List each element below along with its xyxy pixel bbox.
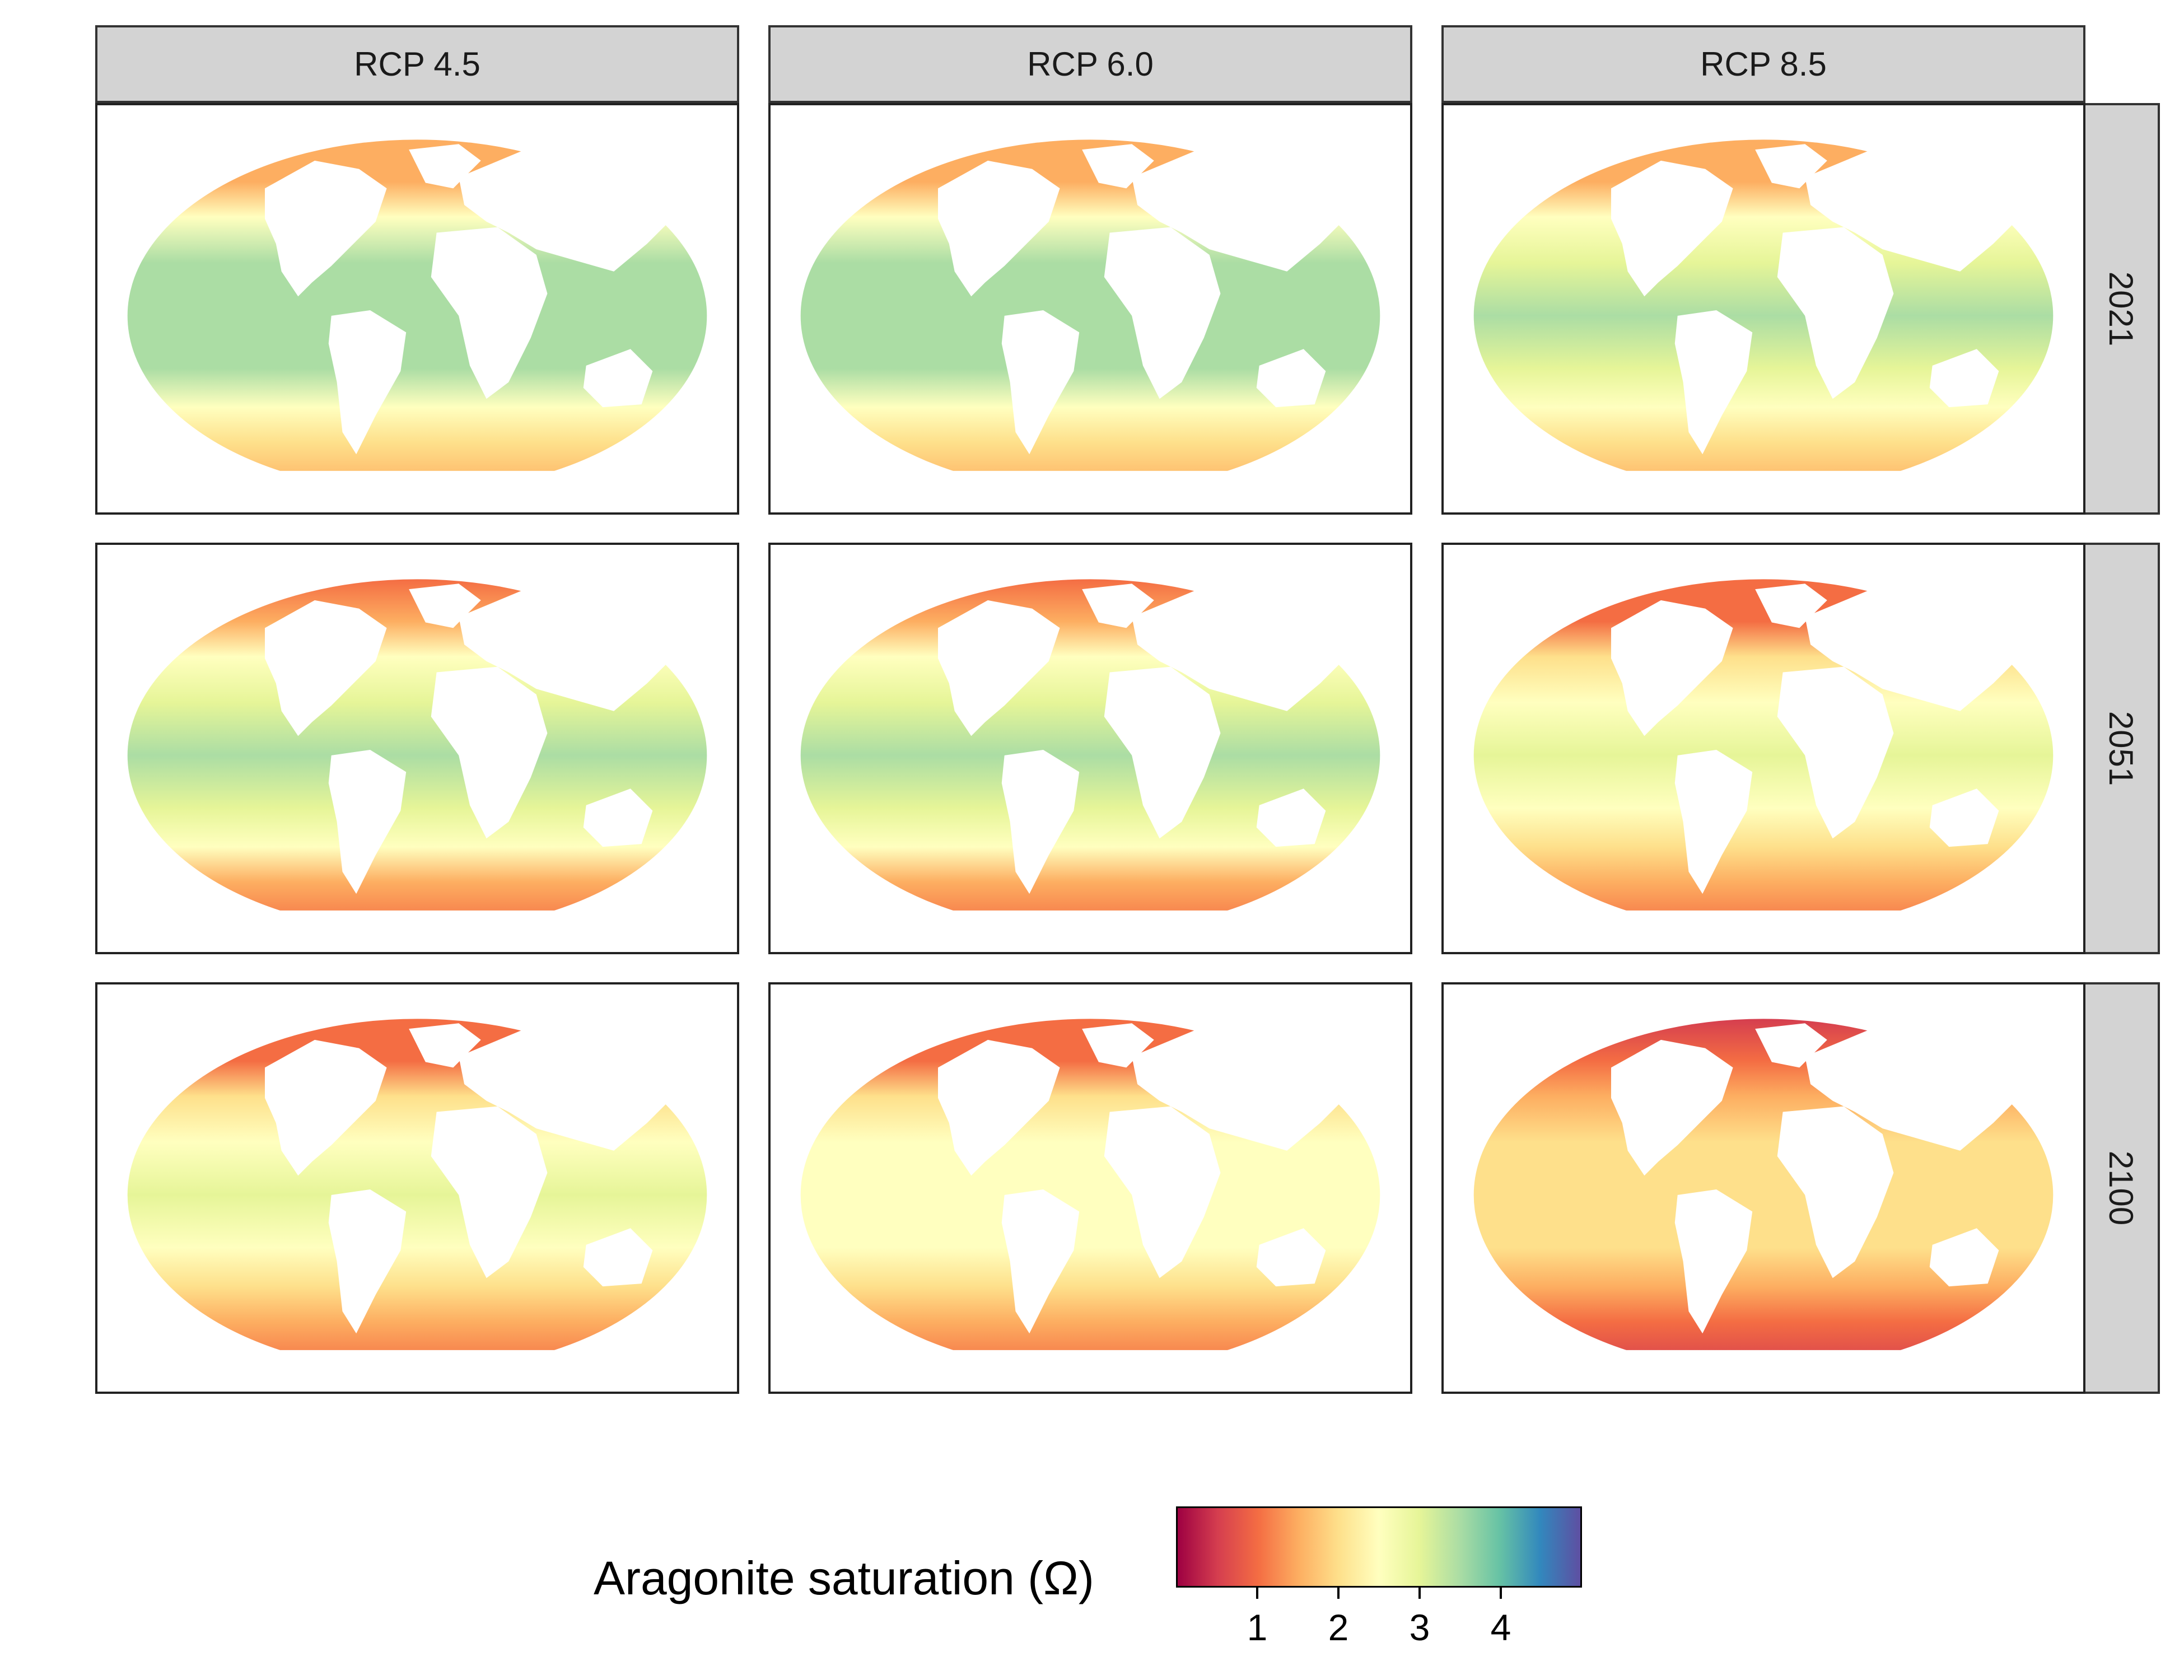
landmass-africa [431, 227, 548, 399]
map-panel [1441, 103, 2085, 515]
world-map [1473, 579, 2054, 944]
world-map [127, 579, 707, 944]
map-panel [1441, 543, 2085, 954]
facet-header-2100: 2100 [2082, 982, 2160, 1394]
landmass-eurasia [1132, 150, 1348, 272]
landmass-north-america [264, 160, 387, 297]
landmass-north-america [937, 1039, 1060, 1176]
map-panel [95, 982, 739, 1394]
landmass-antarctica [231, 1350, 614, 1384]
landmass-north-america [264, 1039, 387, 1176]
world-map [1473, 139, 2054, 505]
map-panel [1441, 982, 2085, 1394]
world-map [127, 1019, 707, 1384]
colorbar-legend: Aragonite saturation (Ω) 1 2 3 4 [594, 1506, 1602, 1669]
world-map [800, 1019, 1380, 1384]
legend-colorbar [1176, 1506, 1582, 1588]
map-panel [95, 103, 739, 515]
landmass-africa [431, 666, 548, 839]
landmass-antarctica [1578, 470, 1961, 505]
landmass-australia [1929, 349, 1999, 408]
landmass-eurasia [459, 1029, 675, 1151]
landmass-eurasia [1805, 150, 2021, 272]
landmass-north-america [1611, 160, 1733, 297]
landmass-north-america [1611, 1039, 1733, 1176]
landmass-australia [1256, 788, 1326, 847]
facet-label: 2100 [2102, 1150, 2140, 1226]
landmass-australia [1929, 788, 1999, 847]
landmass-australia [1256, 1228, 1326, 1287]
landmass-south-america [1674, 1189, 1753, 1334]
map-panel [768, 103, 1412, 515]
landmass-south-america [1674, 310, 1753, 455]
facet-label: RCP 8.5 [1700, 45, 1827, 83]
landmass-south-america [1001, 1189, 1080, 1334]
landmass-antarctica [231, 470, 614, 505]
landmass-south-america [328, 1189, 407, 1334]
map-panel [768, 543, 1412, 954]
landmass-australia [583, 788, 653, 847]
landmass-africa [1777, 227, 1894, 399]
facet-label: 2021 [2102, 271, 2140, 347]
legend-tick [1418, 1588, 1421, 1599]
landmass-australia [583, 1228, 653, 1287]
world-map [800, 139, 1380, 505]
landmass-north-america [264, 600, 387, 736]
landmass-antarctica [904, 470, 1287, 505]
world-map [127, 139, 707, 505]
world-map [1473, 1019, 2054, 1384]
landmass-south-america [1001, 310, 1080, 455]
landmass-australia [1256, 349, 1326, 408]
landmass-antarctica [231, 910, 614, 944]
landmass-africa [431, 1106, 548, 1278]
landmass-north-america [937, 600, 1060, 736]
legend-title: Aragonite saturation (Ω) [594, 1552, 1094, 1604]
landmass-eurasia [1805, 589, 2021, 711]
landmass-africa [1777, 666, 1894, 839]
legend-tick-label: 2 [1328, 1607, 1349, 1648]
facet-header-2021: 2021 [2082, 103, 2160, 515]
landmass-antarctica [904, 1350, 1287, 1384]
map-panel [95, 543, 739, 954]
legend-tick-label: 1 [1247, 1607, 1268, 1648]
landmass-north-america [1611, 600, 1733, 736]
landmass-antarctica [1578, 910, 1961, 944]
facet-label: RCP 4.5 [354, 45, 480, 83]
facet-header-2051: 2051 [2082, 543, 2160, 954]
landmass-africa [1104, 227, 1221, 399]
legend-tick-label: 4 [1490, 1607, 1511, 1648]
landmass-eurasia [459, 150, 675, 272]
world-map [800, 579, 1380, 944]
map-panel [768, 982, 1412, 1394]
landmass-south-america [328, 749, 407, 894]
landmass-eurasia [1132, 589, 1348, 711]
facet-label: 2051 [2102, 711, 2140, 786]
landmass-eurasia [1132, 1029, 1348, 1151]
landmass-australia [583, 349, 653, 408]
landmass-north-america [937, 160, 1060, 297]
facet-header-rcp60: RCP 6.0 [768, 25, 1412, 103]
landmass-africa [1777, 1106, 1894, 1278]
landmass-eurasia [459, 589, 675, 711]
legend-tick [1500, 1588, 1502, 1599]
facet-label: RCP 6.0 [1027, 45, 1154, 83]
landmass-australia [1929, 1228, 1999, 1287]
legend-tick [1337, 1588, 1340, 1599]
legend-tick [1256, 1588, 1258, 1599]
landmass-south-america [1674, 749, 1753, 894]
landmass-antarctica [904, 910, 1287, 944]
landmass-antarctica [1578, 1350, 1961, 1384]
landmass-africa [1104, 666, 1221, 839]
landmass-eurasia [1805, 1029, 2021, 1151]
legend-tick-label: 3 [1409, 1607, 1430, 1648]
facet-header-rcp45: RCP 4.5 [95, 25, 739, 103]
landmass-africa [1104, 1106, 1221, 1278]
facet-header-rcp85: RCP 8.5 [1441, 25, 2085, 103]
landmass-south-america [328, 310, 407, 455]
landmass-south-america [1001, 749, 1080, 894]
